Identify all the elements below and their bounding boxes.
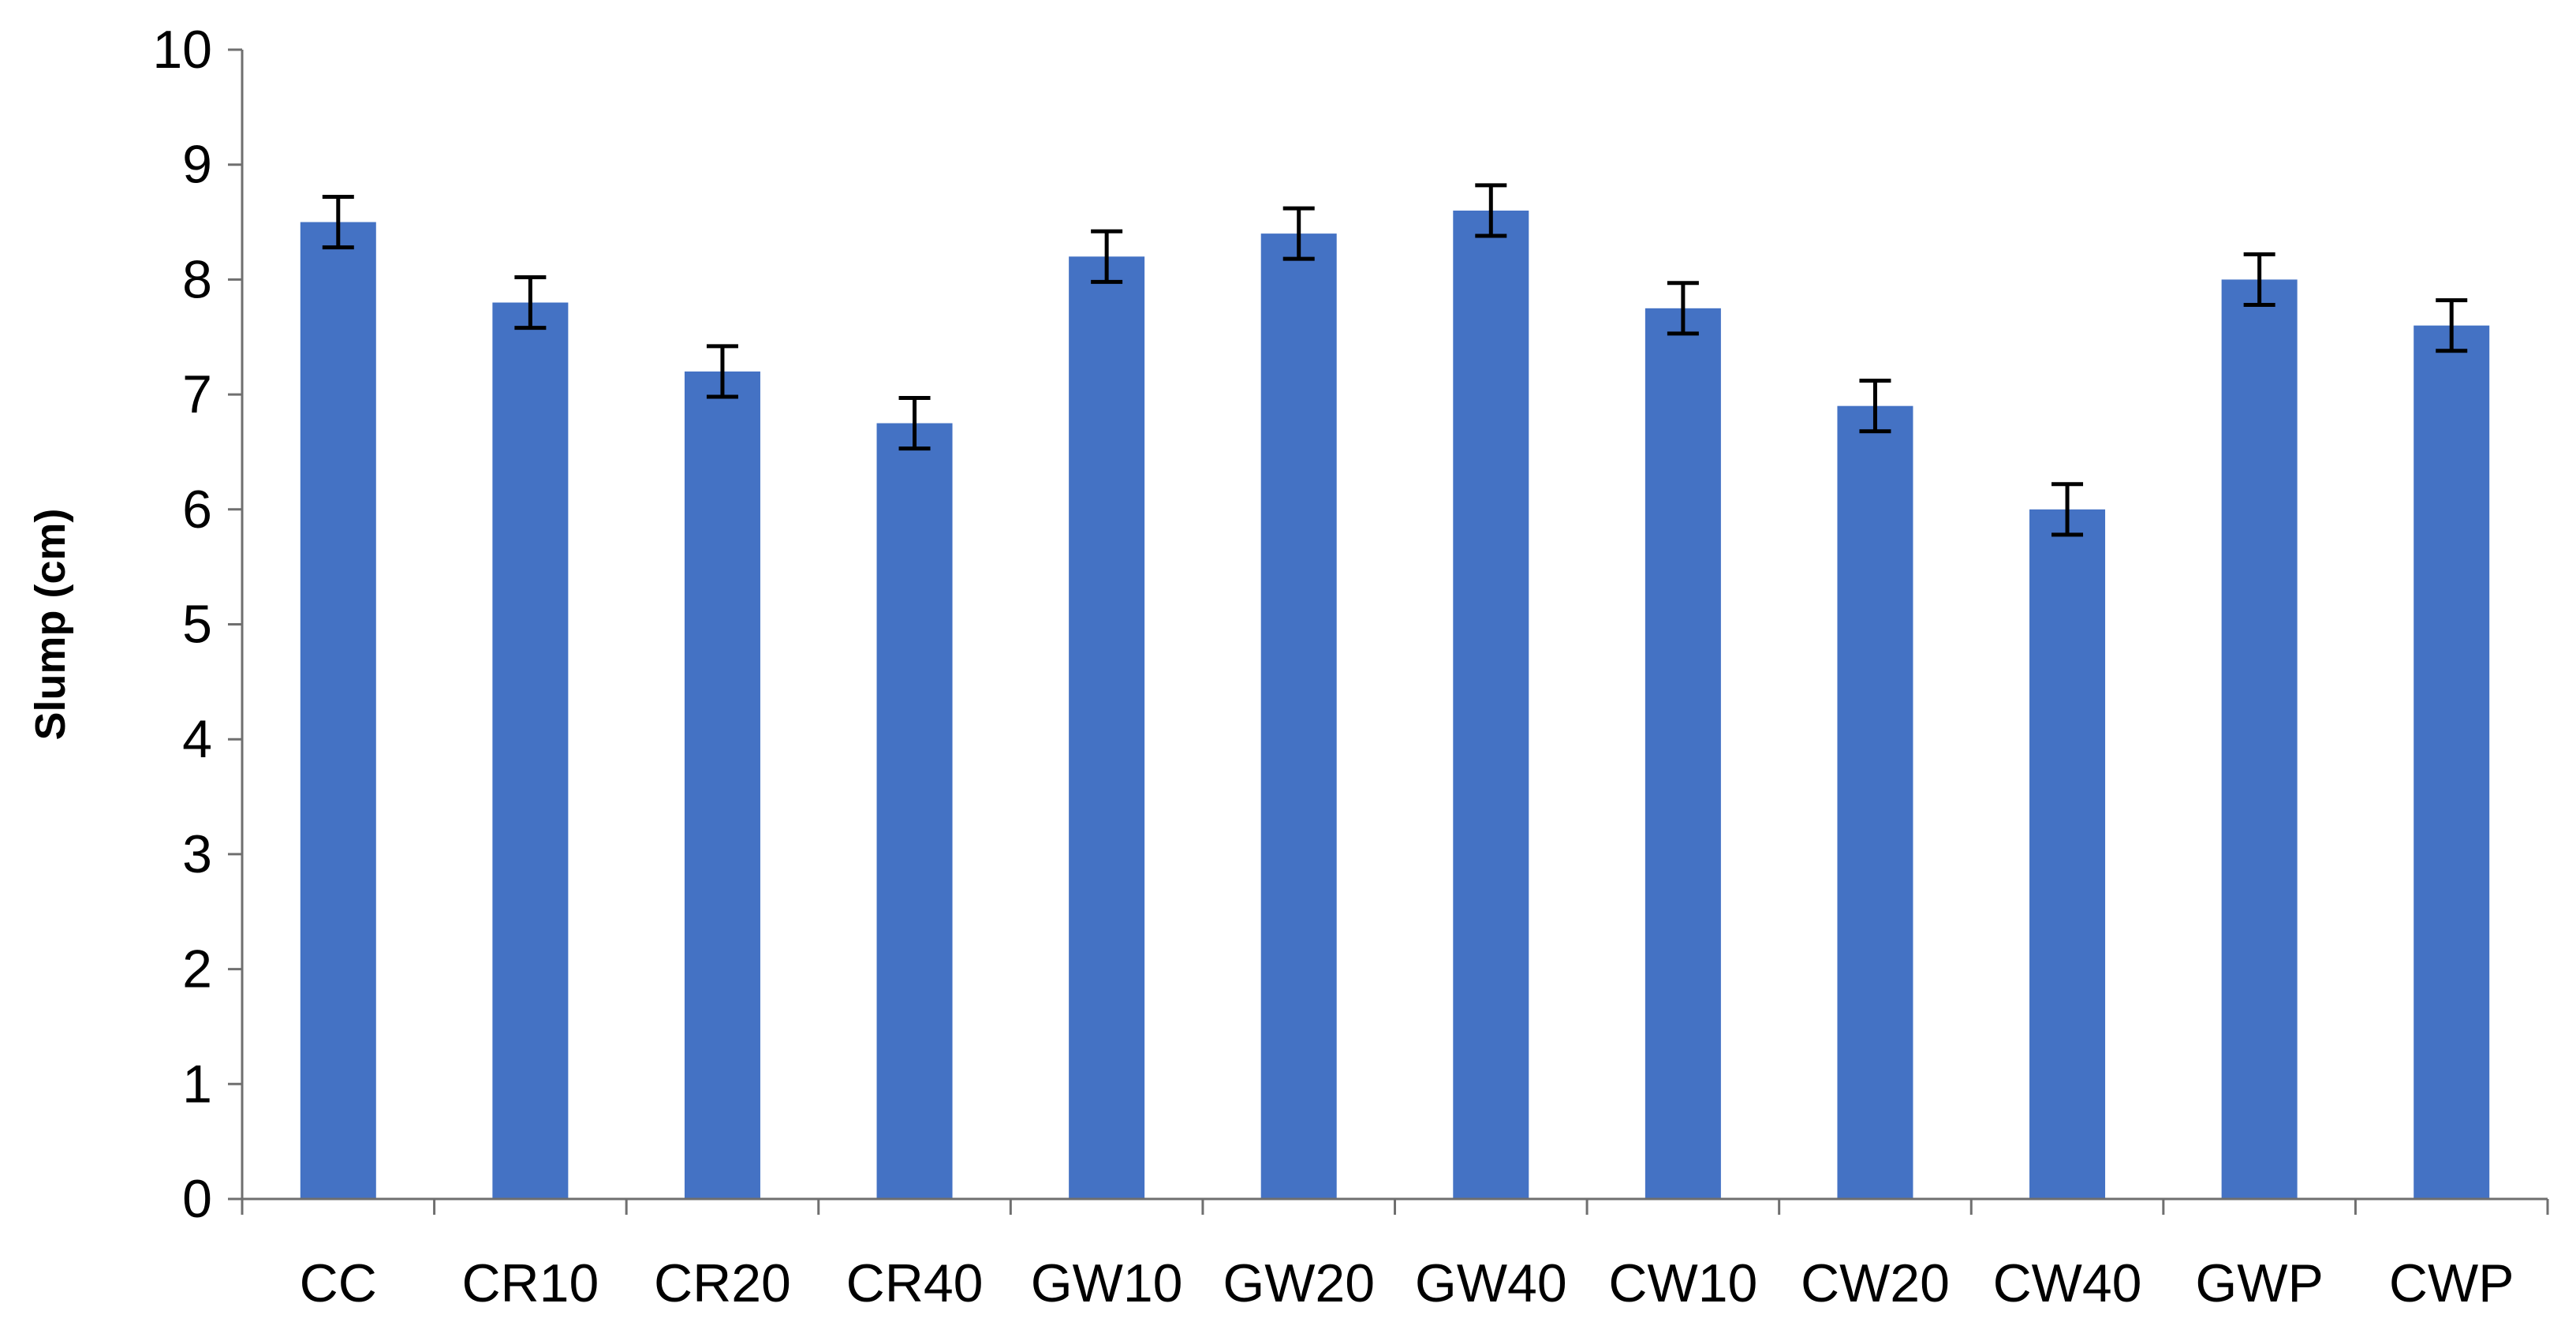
bar-gw20 bbox=[1260, 233, 1337, 1199]
y-tick-label: 3 bbox=[182, 824, 212, 884]
x-tick-label-cwp: CWP bbox=[2389, 1253, 2514, 1313]
bar-gw10 bbox=[1069, 256, 1145, 1199]
y-tick-label: 9 bbox=[182, 135, 212, 195]
x-tick-label-cr10: CR10 bbox=[461, 1253, 599, 1313]
x-tick-label-gwp: GWP bbox=[2195, 1253, 2323, 1313]
bar-cw40 bbox=[2029, 509, 2106, 1199]
x-axis-ticks: CC CR10 CR20 CR40 GW10 GW20 GW40 CW10 CW20 CW40 GW… bbox=[241, 1199, 2549, 1313]
y-tick-label: 5 bbox=[182, 595, 212, 655]
x-tick-label-gw10: GW10 bbox=[1031, 1253, 1183, 1313]
x-tick-label-cr40: CR40 bbox=[846, 1253, 984, 1313]
y-tick-label: 10 bbox=[152, 20, 212, 80]
x-tick-label-cw40: CW40 bbox=[1993, 1253, 2142, 1313]
y-tick-label: 7 bbox=[182, 364, 212, 424]
y-tick-label: 1 bbox=[182, 1054, 212, 1114]
y-tick-label: 0 bbox=[182, 1169, 212, 1229]
x-tick-label-cw20: CW20 bbox=[1801, 1253, 1950, 1313]
bar-gw40 bbox=[1453, 210, 1529, 1200]
y-tick-label: 2 bbox=[182, 939, 212, 999]
x-tick-label-gw40: GW40 bbox=[1415, 1253, 1567, 1313]
x-tick-label-cr20: CR20 bbox=[654, 1253, 791, 1313]
y-axis-title: Slump (cm) bbox=[27, 508, 74, 740]
y-tick-label: 6 bbox=[182, 480, 212, 540]
bar-cw10 bbox=[1645, 308, 1721, 1200]
bar-cc bbox=[300, 222, 376, 1199]
bar-cr40 bbox=[876, 423, 953, 1199]
bar-cr10 bbox=[492, 302, 569, 1199]
bar-cr20 bbox=[684, 371, 760, 1200]
y-tick-label: 8 bbox=[182, 249, 212, 309]
y-axis-ticks: 0 1 2 3 4 5 6 7 8 9 10 bbox=[152, 20, 242, 1229]
error-bars bbox=[322, 183, 2468, 537]
bar-gwp bbox=[2221, 279, 2298, 1199]
x-tick-label-cw10: CW10 bbox=[1608, 1253, 1757, 1313]
x-tick-label-cc: CC bbox=[300, 1253, 377, 1313]
bars bbox=[300, 210, 2490, 1200]
x-tick-label-gw20: GW20 bbox=[1223, 1253, 1375, 1313]
bar-cwp bbox=[2414, 325, 2490, 1200]
y-tick-label: 4 bbox=[182, 709, 212, 769]
bar-cw20 bbox=[1837, 405, 1913, 1199]
